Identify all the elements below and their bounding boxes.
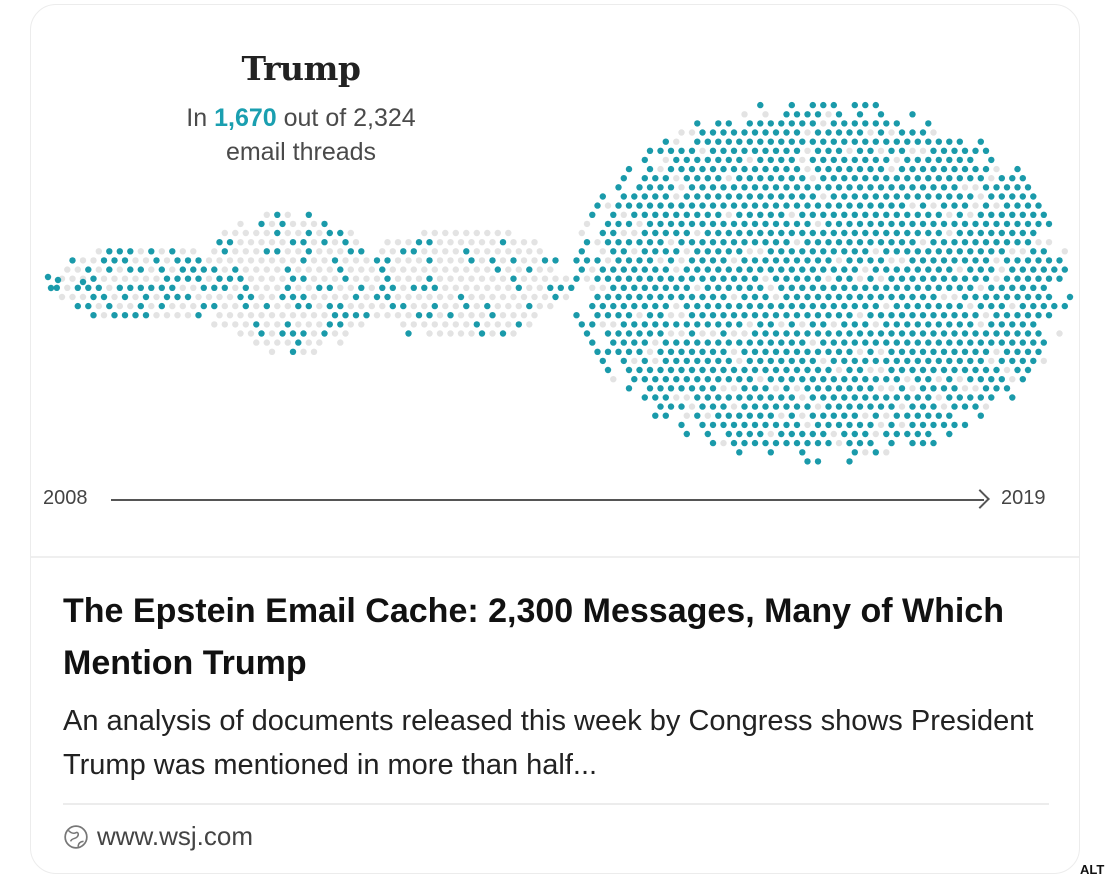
beeswarm-dots [44,101,1074,465]
chart-title: Trump [241,49,361,88]
article-description: An analysis of documents released this w… [63,705,1034,781]
axis-start-label: 2008 [43,487,88,509]
chart-subtitle: In 1,670 out of 2,324 email threads [186,104,416,166]
divider [31,556,1079,558]
alt-text-badge[interactable]: ALT [1080,862,1105,877]
link-preview-card[interactable]: Trump In 1,670 out of 2,324 email thread… [30,4,1080,874]
divider [63,803,1049,805]
source-domain: www.wsj.com [97,821,254,851]
globe-icon [64,824,88,849]
timeline-axis [111,499,984,501]
article-headline[interactable]: The Epstein Email Cache: 2,300 Messages,… [63,592,1004,682]
chart-figure: Trump In 1,670 out of 2,324 email thread… [31,5,1079,555]
mention-count: 1,670 [214,104,277,132]
axis-end-label: 2019 [1001,487,1046,509]
source-link[interactable]: www.wsj.com [63,821,253,852]
